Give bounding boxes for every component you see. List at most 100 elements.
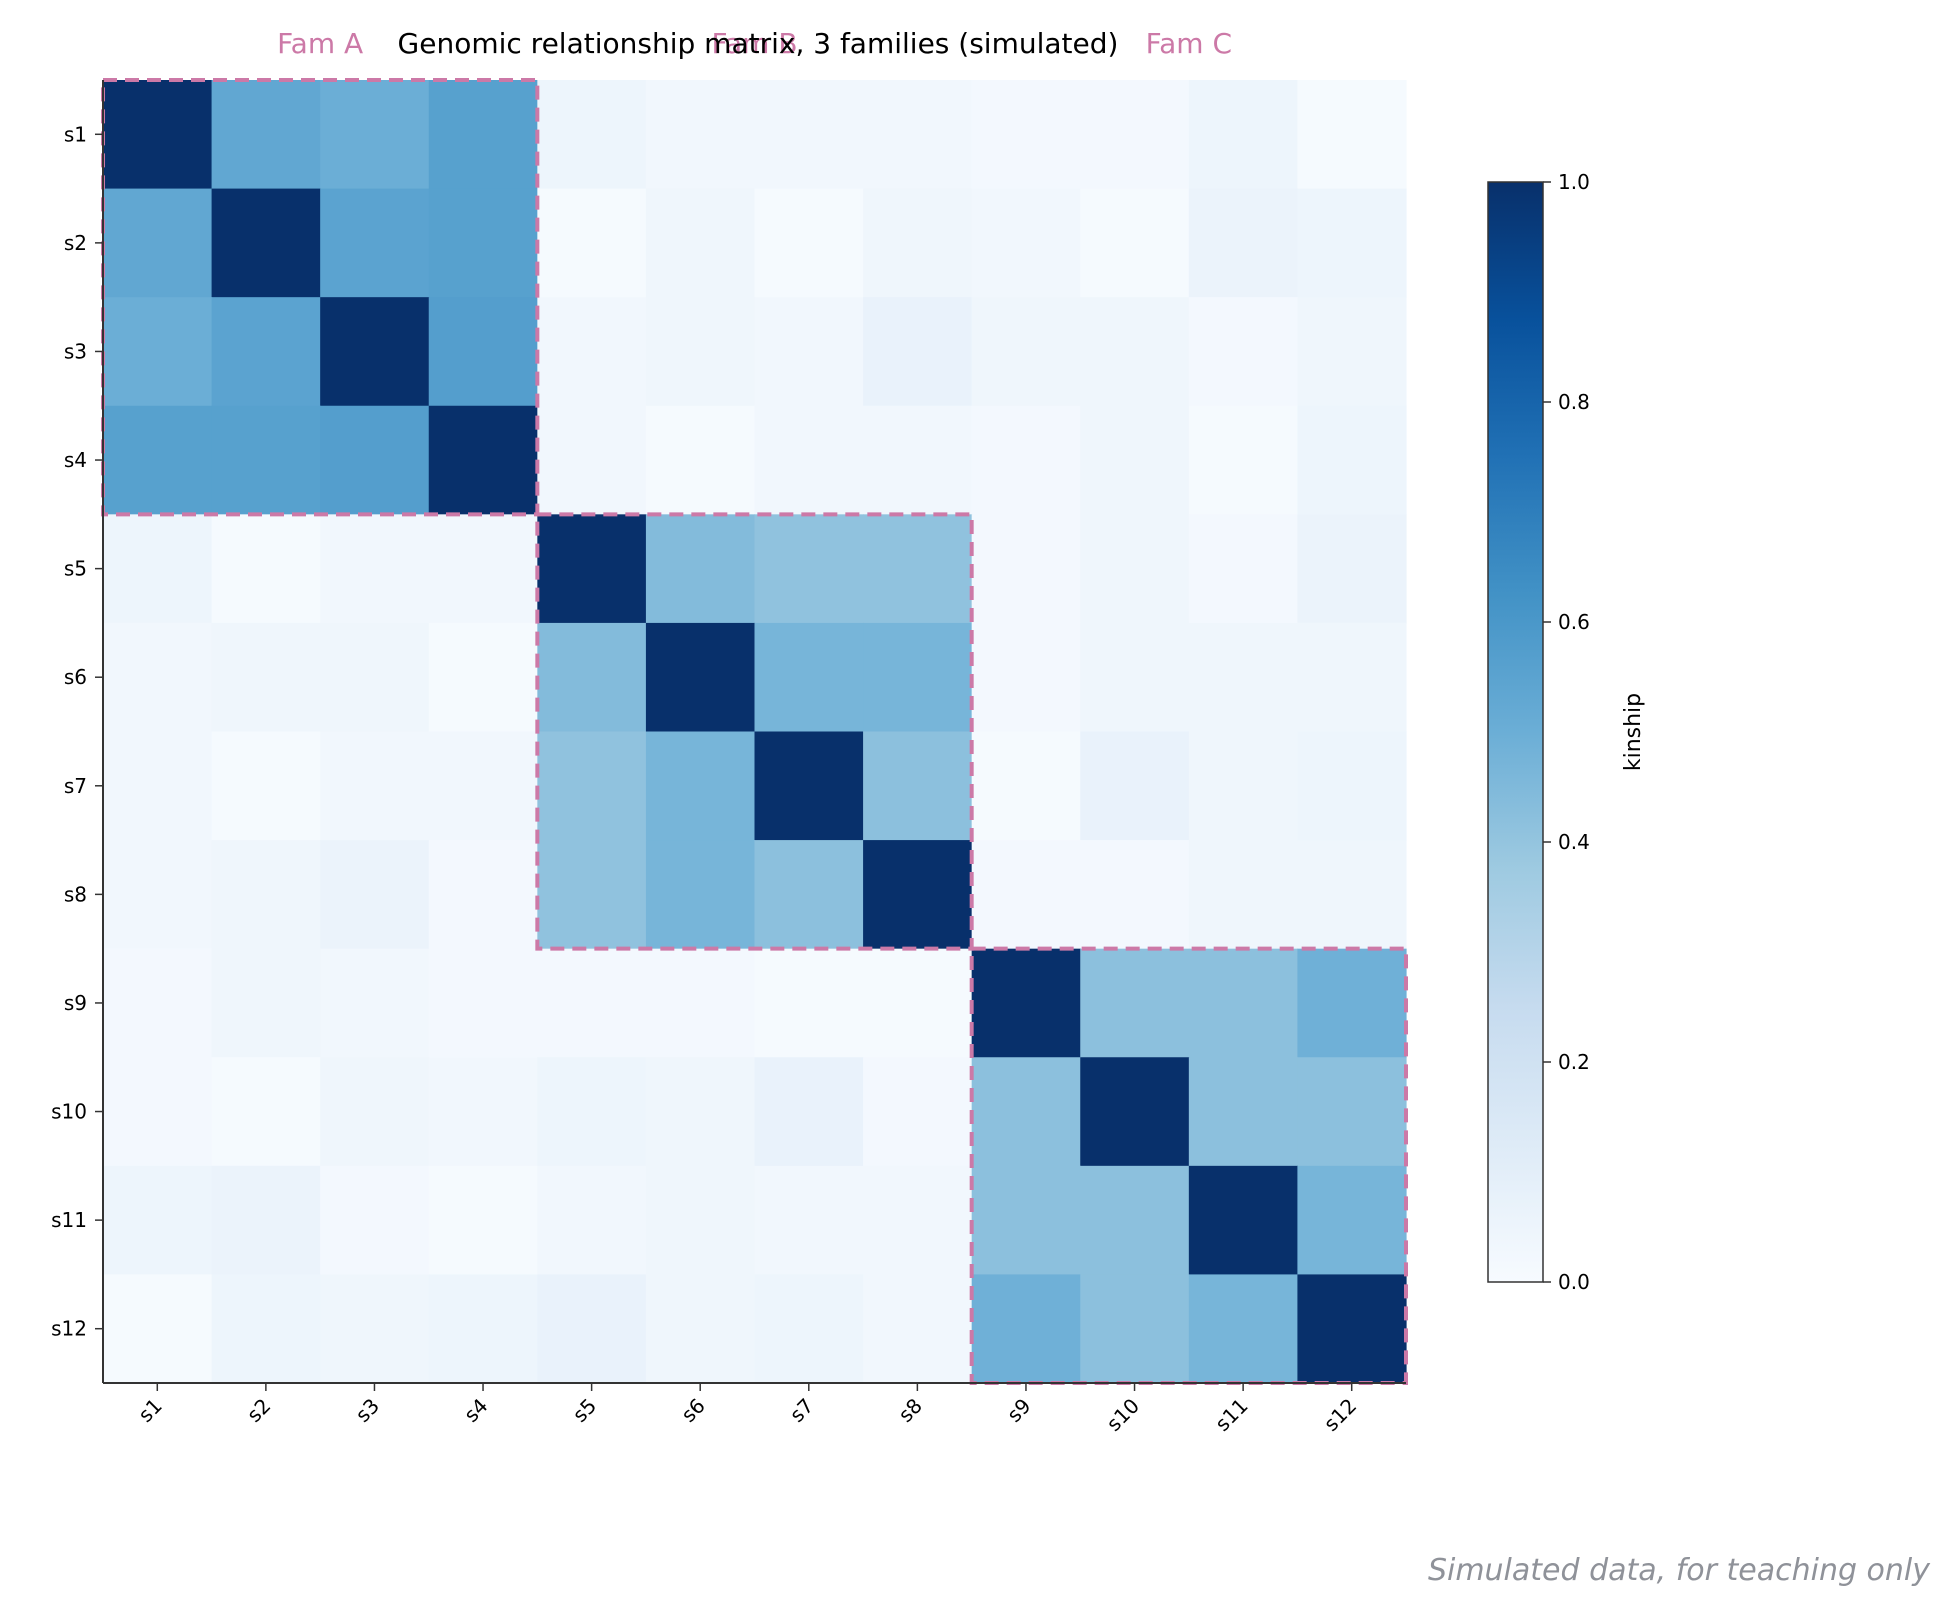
heatmap-cell-s8-s5 (537, 840, 647, 950)
heatmap-cell-s11-s8 (863, 1165, 973, 1276)
heatmap-cell-s3-s5 (537, 297, 647, 407)
heatmap-cell-s1-s12 (1297, 80, 1407, 190)
heatmap-cell-s4-s5 (537, 405, 647, 515)
heatmap-cell-s3-s8 (863, 297, 973, 407)
heatmap-cell-s10-s5 (537, 1057, 647, 1167)
family-labels: Fam A Fam B Fam C (277, 27, 1232, 60)
heatmap-cell-s4-s6 (645, 405, 756, 515)
heatmap-cell-s9-s1 (103, 948, 213, 1058)
heatmap-cell-s4-s4 (428, 405, 538, 515)
heatmap-cell-s2-s2 (211, 188, 321, 298)
heatmap-cell-s3-s12 (1297, 297, 1407, 407)
heatmap-cell-s2-s8 (863, 188, 973, 298)
heatmap-cell-s8-s4 (428, 840, 538, 950)
heatmap-cell-s3-s2 (211, 297, 321, 407)
heatmap-cell-s6-s9 (971, 622, 1081, 733)
y-tick-label-s11: s11 (51, 1208, 87, 1232)
family-label-2: Fam B (711, 27, 797, 60)
heatmap-cell-s8-s11 (1188, 840, 1299, 950)
y-tick-label-s12: s12 (51, 1317, 87, 1341)
x-tick-label-s7: s7 (785, 1394, 818, 1427)
heatmap-cell-s12-s6 (645, 1274, 756, 1384)
heatmap-cell-s2-s10 (1080, 188, 1190, 298)
heatmap-cell-s9-s11 (1188, 948, 1299, 1058)
heatmap-cell-s4-s2 (211, 405, 321, 515)
heatmap-cell-s6-s1 (103, 622, 213, 733)
x-tick-label-s12: s12 (1319, 1394, 1361, 1436)
heatmap-cell-s7-s12 (1297, 731, 1407, 841)
heatmap-cell-s10-s1 (103, 1057, 213, 1167)
y-tick-label-s6: s6 (64, 665, 87, 689)
heatmap-cell-s7-s10 (1080, 731, 1190, 841)
heatmap-cell-s8-s3 (320, 840, 430, 950)
heatmap-cells (103, 80, 1407, 1384)
x-tick-label-s9: s9 (1002, 1394, 1035, 1427)
x-tick-label-s1: s1 (133, 1394, 166, 1427)
heatmap-cell-s11-s1 (103, 1165, 213, 1276)
heatmap-cell-s3-s3 (320, 297, 430, 407)
x-tick-label-s3: s3 (351, 1394, 384, 1427)
heatmap-cell-s9-s5 (537, 948, 647, 1058)
heatmap-cell-s2-s11 (1188, 188, 1299, 298)
heatmap-cell-s11-s4 (428, 1165, 538, 1276)
heatmap-cell-s6-s7 (754, 622, 864, 733)
heatmap-cell-s3-s9 (971, 297, 1081, 407)
heatmap-cell-s10-s2 (211, 1057, 321, 1167)
heatmap-cell-s11-s9 (971, 1165, 1081, 1276)
heatmap-cell-s6-s12 (1297, 622, 1407, 733)
heatmap-cell-s12-s5 (537, 1274, 647, 1384)
heatmap-cell-s11-s7 (754, 1165, 864, 1276)
heatmap-cell-s5-s6 (645, 514, 756, 624)
x-tick-label-s11: s11 (1210, 1394, 1252, 1436)
heatmap-cell-s1-s10 (1080, 80, 1190, 190)
heatmap-cell-s3-s11 (1188, 297, 1299, 407)
y-tick-label-s4: s4 (64, 448, 87, 472)
heatmap-cell-s7-s3 (320, 731, 430, 841)
heatmap-cell-s6-s8 (863, 622, 973, 733)
colorbar-tick-label-2: 0.4 (1558, 830, 1590, 854)
heatmap-cell-s9-s9 (971, 948, 1081, 1058)
heatmap-cell-s7-s8 (863, 731, 973, 841)
heatmap-cell-s10-s4 (428, 1057, 538, 1167)
heatmap-cell-s3-s10 (1080, 297, 1190, 407)
y-tick-label-s1: s1 (64, 122, 87, 146)
heatmap-cell-s10-s10 (1080, 1057, 1190, 1167)
heatmap-cell-s1-s1 (103, 80, 213, 190)
heatmap-cell-s10-s11 (1188, 1057, 1299, 1167)
heatmap-cell-s8-s12 (1297, 840, 1407, 950)
y-tick-label-s8: s8 (64, 882, 87, 906)
heatmap-cell-s8-s2 (211, 840, 321, 950)
heatmap-cell-s12-s12 (1297, 1274, 1407, 1384)
heatmap-cell-s9-s6 (645, 948, 756, 1058)
heatmap-cell-s4-s8 (863, 405, 973, 515)
chart-title: Genomic relationship matrix, 3 families … (398, 27, 1119, 60)
heatmap-cell-s12-s1 (103, 1274, 213, 1384)
heatmap-cell-s6-s2 (211, 622, 321, 733)
heatmap-cell-s2-s4 (428, 188, 538, 298)
heatmap-cell-s7-s1 (103, 731, 213, 841)
heatmap-cell-s2-s3 (320, 188, 430, 298)
heatmap-cell-s1-s2 (211, 80, 321, 190)
heatmap-cell-s11-s6 (645, 1165, 756, 1276)
heatmap-cell-s3-s4 (428, 297, 538, 407)
colorbar-tick-label-3: 0.6 (1558, 610, 1590, 634)
heatmap-cell-s5-s1 (103, 514, 213, 624)
heatmap-cell-s1-s3 (320, 80, 430, 190)
heatmap-cell-s9-s3 (320, 948, 430, 1058)
family-label-3: Fam C (1146, 27, 1232, 60)
heatmap-cell-s2-s7 (754, 188, 864, 298)
family-box-2 (535, 512, 974, 951)
y-tick-label-s2: s2 (64, 231, 87, 255)
x-tick-label-s10: s10 (1102, 1394, 1144, 1436)
footer-note: Simulated data, for teaching only (1428, 1553, 1931, 1588)
heatmap-cell-s9-s4 (428, 948, 538, 1058)
colorbar-gradient (1487, 181, 1544, 1283)
y-tick-label-s5: s5 (64, 557, 87, 581)
heatmap-cell-s12-s10 (1080, 1274, 1190, 1384)
heatmap-cell-s12-s4 (428, 1274, 538, 1384)
heatmap-cell-s7-s4 (428, 731, 538, 841)
heatmap-cell-s4-s12 (1297, 405, 1407, 515)
heatmap-cell-s5-s7 (754, 514, 864, 624)
heatmap-cell-s12-s2 (211, 1274, 321, 1384)
